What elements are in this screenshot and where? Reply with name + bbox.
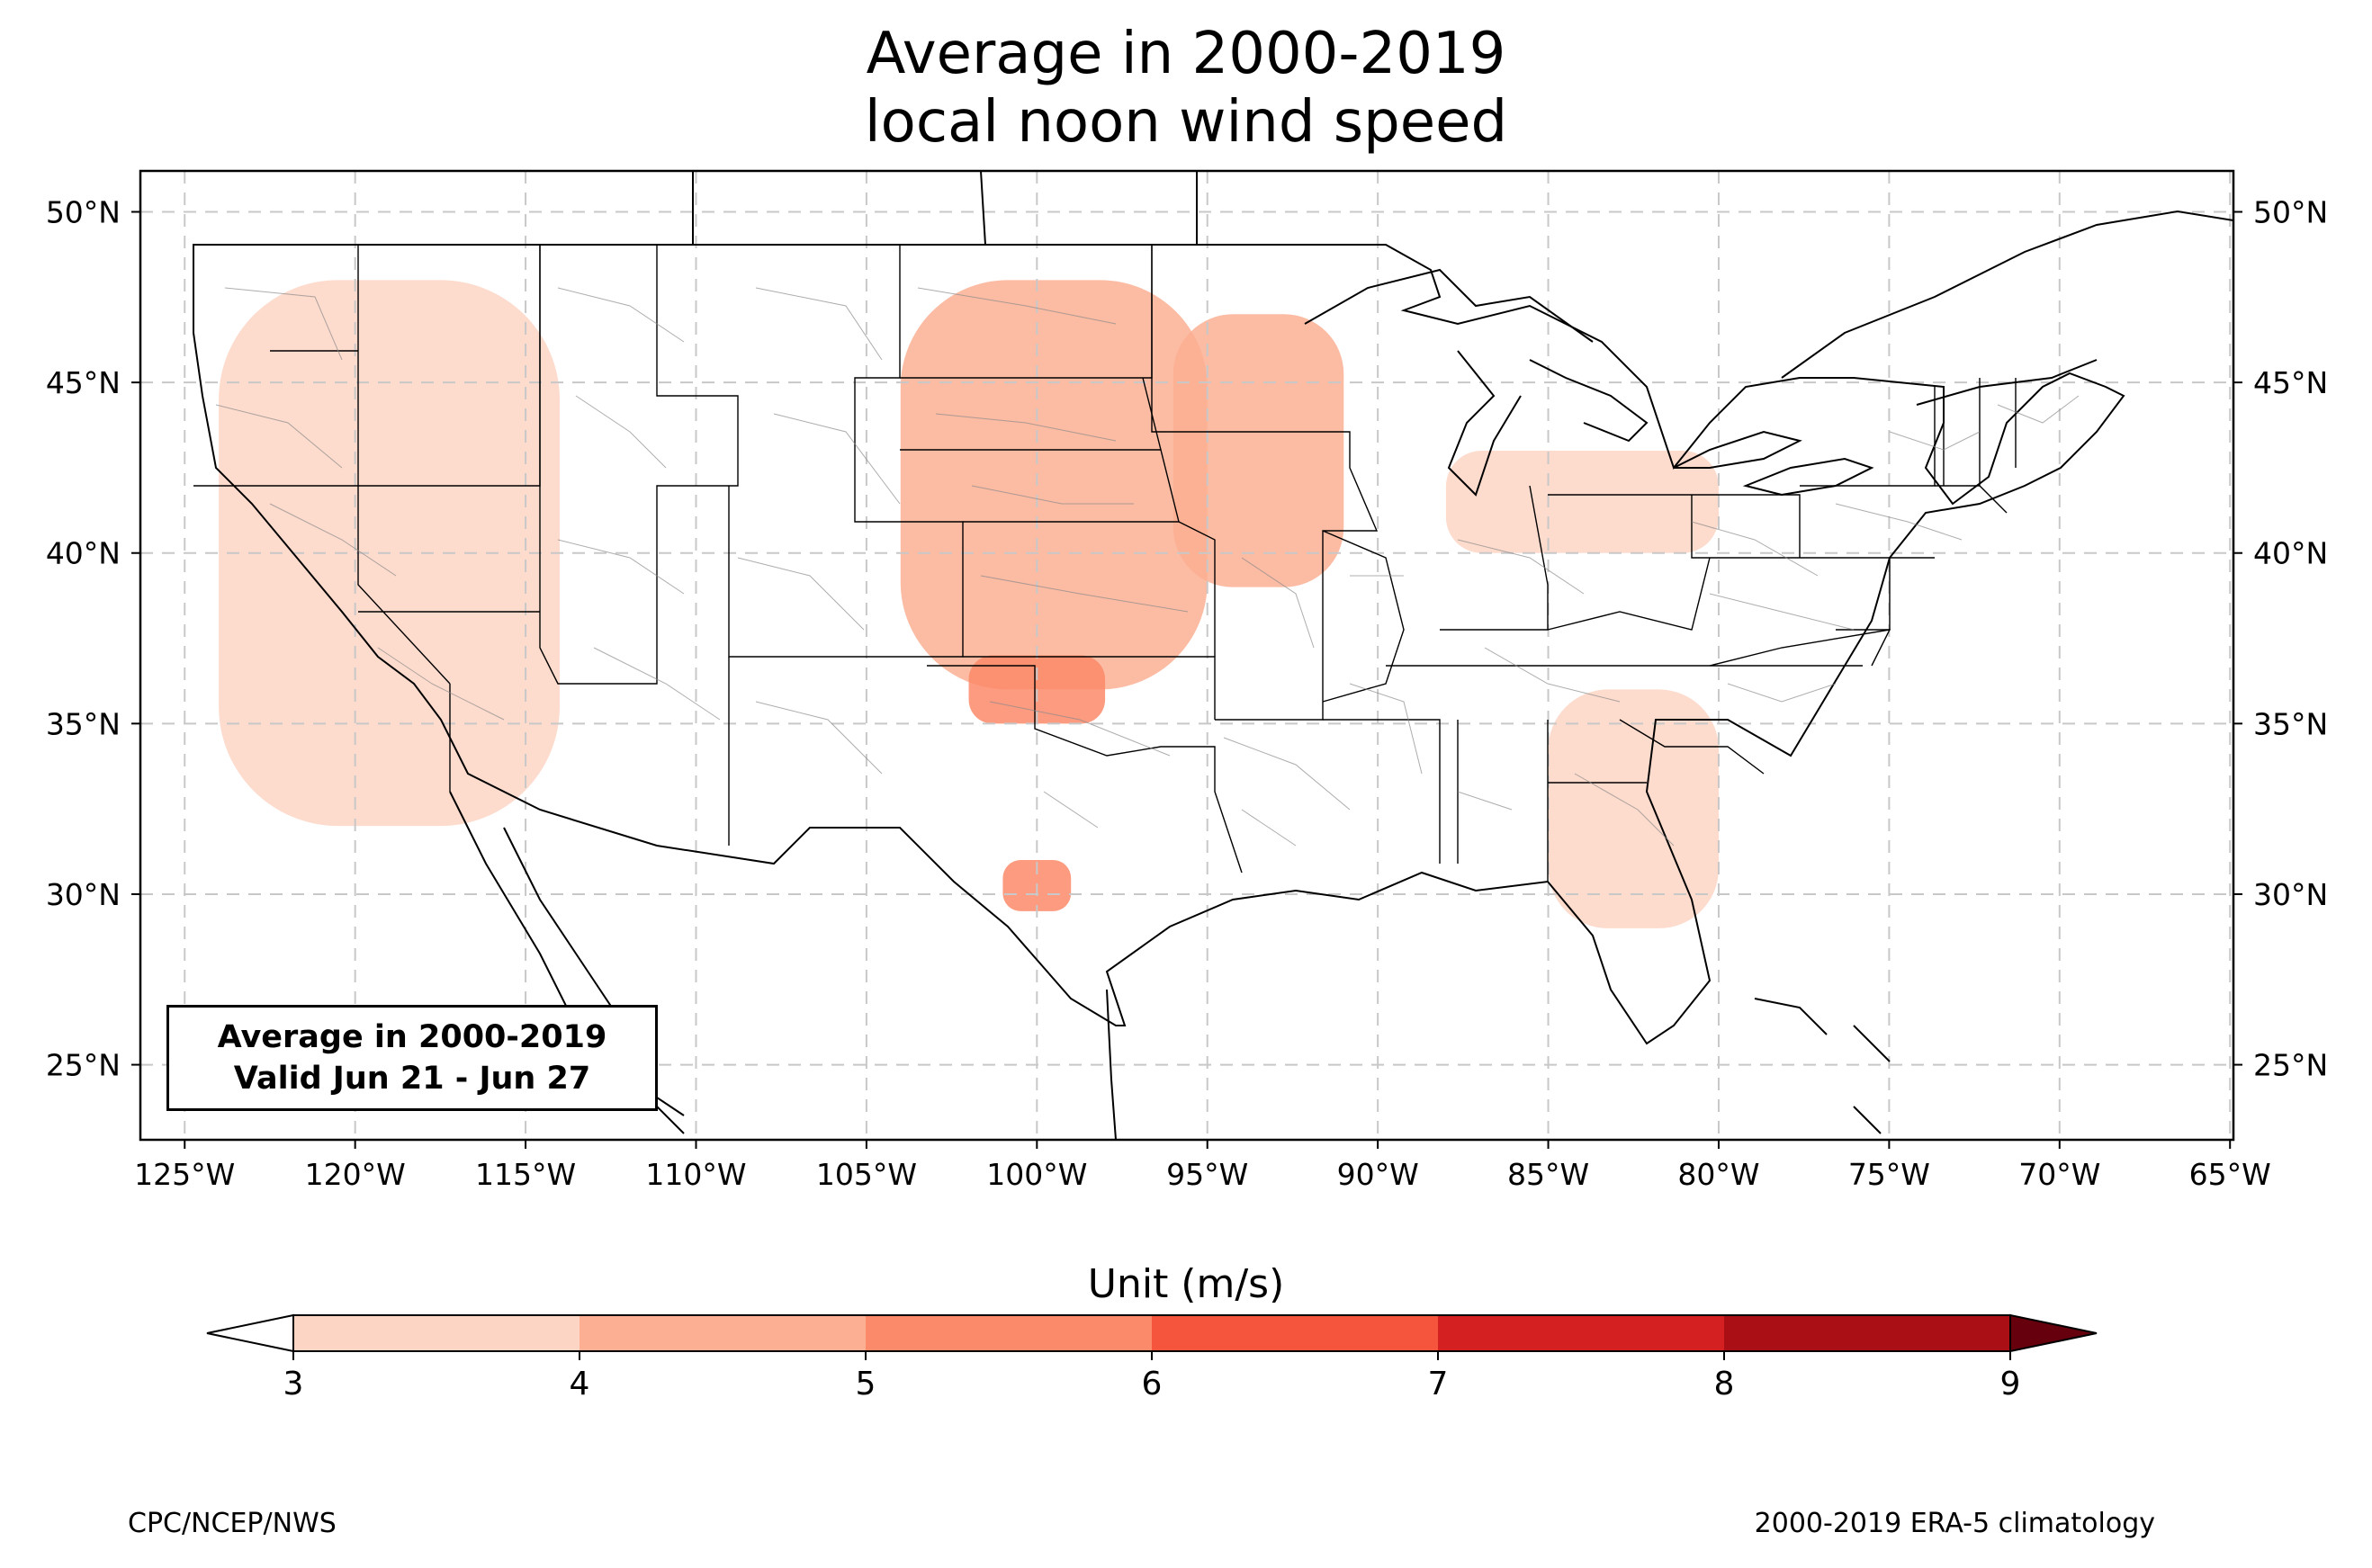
lon-tick-label: 115°W — [475, 1157, 576, 1192]
colorbar: 3 4 5 6 7 8 9 — [206, 1313, 2098, 1402]
lat-tick-label-left: 50°N — [46, 195, 121, 230]
wind-region-4 — [1445, 450, 1719, 553]
graticule — [140, 171, 2233, 1140]
footer-source: CPC/NCEP/NWS — [128, 1508, 337, 1539]
lat-tick-label-right: 50°N — [2253, 195, 2328, 230]
wind-region-5 — [1548, 689, 1719, 928]
info-box: Average in 2000-2019 Valid Jun 21 - Jun … — [166, 1005, 658, 1111]
colorbar-segments — [293, 1315, 2011, 1351]
lon-tick-label: 95°W — [1166, 1157, 1248, 1192]
lat-tick-label-right: 30°N — [2253, 877, 2328, 912]
colorbar-segment — [1724, 1315, 2011, 1351]
colorbar-label: Unit (m/s) — [1087, 1261, 1285, 1307]
info-box-line-2: Valid Jun 21 - Jun 27 — [233, 1061, 591, 1097]
wind-region-0 — [900, 280, 1208, 690]
colorbar-segment — [293, 1315, 580, 1351]
colorbar-under-triangle — [206, 1313, 294, 1353]
colorbar-tick-label: 7 — [1428, 1366, 1449, 1402]
info-box-line-1: Average in 2000-2019 — [217, 1019, 607, 1055]
lon-tick-label: 75°W — [1848, 1157, 1930, 1192]
lat-tick-label-left: 25°N — [46, 1048, 121, 1083]
footer-climatology: 2000-2019 ERA-5 climatology — [1754, 1508, 2155, 1539]
map-frame — [139, 169, 2235, 1142]
lat-tick-label-right: 45°N — [2253, 365, 2328, 400]
lat-tick-label-right: 25°N — [2253, 1048, 2328, 1083]
lat-tick-label-left: 40°N — [46, 536, 121, 571]
bahamas-cuba — [1754, 998, 1891, 1134]
lon-tick-label: 125°W — [134, 1157, 235, 1192]
lon-tick-label: 65°W — [2189, 1157, 2271, 1192]
colorbar-segment — [580, 1315, 867, 1351]
lat-tick-label-right: 35°N — [2253, 706, 2328, 741]
colorbar-tick-label: 4 — [570, 1366, 590, 1402]
title-line-2: local noon wind speed — [864, 89, 1508, 156]
colorbar-tick-label: 5 — [856, 1366, 876, 1402]
us-outline — [193, 244, 2125, 1045]
map-title: Average in 2000-2019 local noon wind spe… — [0, 20, 2372, 157]
lat-tick-label-left: 45°N — [46, 365, 121, 400]
colorbar-segment — [1438, 1315, 1725, 1351]
axis-ticks: 125°W 120°W 115°W 110°W 105°W 100°W 95°W 90°W 85… — [46, 195, 2328, 1192]
lat-tick-label-left: 35°N — [46, 706, 121, 741]
colorbar-tick-label: 6 — [1142, 1366, 1163, 1402]
lon-tick-label: 105°W — [816, 1157, 917, 1192]
lon-tick-label: 85°W — [1507, 1157, 1589, 1192]
colorbar-ticks: 3 4 5 6 7 8 9 — [283, 1351, 2021, 1402]
lon-tick-label: 70°W — [2018, 1157, 2100, 1192]
lon-tick-label: 110°W — [645, 1157, 746, 1192]
lon-tick-label: 90°W — [1337, 1157, 1419, 1192]
colorbar-tick-label: 8 — [1714, 1366, 1735, 1402]
state-borders — [193, 245, 2017, 882]
title-line-1: Average in 2000-2019 — [866, 21, 1506, 87]
lon-tick-label: 80°W — [1677, 1157, 1759, 1192]
county-lines — [215, 287, 2080, 847]
map-area — [140, 171, 2233, 1140]
lat-tick-label-right: 40°N — [2253, 536, 2328, 571]
canada-border — [193, 171, 1386, 246]
colorbar-tick-label: 3 — [283, 1366, 304, 1402]
lon-tick-label: 100°W — [986, 1157, 1087, 1192]
colorbar-segment — [866, 1315, 1153, 1351]
lon-tick-label: 120°W — [305, 1157, 406, 1192]
colorbar-segment — [1152, 1315, 1439, 1351]
lat-tick-label-left: 30°N — [46, 877, 121, 912]
colorbar-over-triangle — [2009, 1313, 2098, 1353]
colorbar-tick-label: 9 — [2000, 1366, 2021, 1402]
great-lakes — [1447, 350, 1874, 497]
wind-region-3 — [1173, 314, 1344, 587]
